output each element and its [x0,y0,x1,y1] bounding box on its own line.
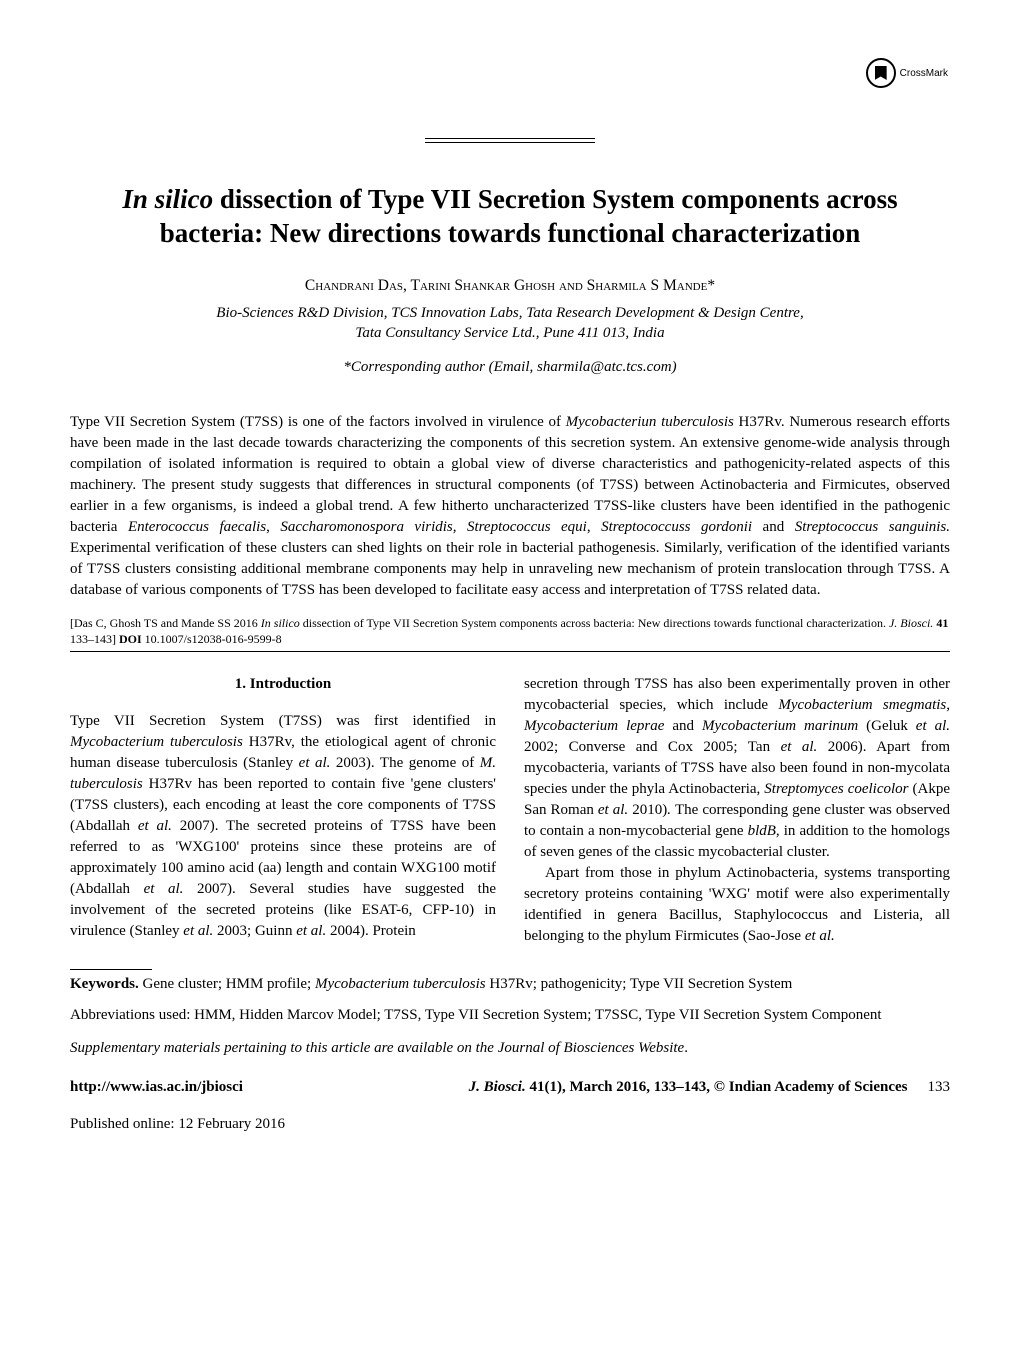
citation: [Das C, Ghosh TS and Mande SS 2016 In si… [70,615,950,647]
affiliation-line-2: Tata Consultancy Service Ltd., Pune 411 … [355,325,664,341]
abstract: Type VII Secretion System (T7SS) is one … [70,412,950,601]
authors: Chandrani Das, Tarini Shankar Ghosh and … [70,277,950,295]
keywords: Keywords. Gene cluster; HMM profile; Myc… [70,976,950,993]
body-columns: 1. Introduction Type VII Secretion Syste… [70,674,950,947]
supplementary-note: Supplementary materials pertaining to th… [70,1040,950,1057]
title-separator [425,138,595,143]
crossmark-badge[interactable]: CrossMark [866,58,948,88]
intro-paragraph-1-cont: secretion through T7SS has also been exp… [524,674,950,863]
article-title: In silico dissection of Type VII Secreti… [82,183,938,251]
affiliation-line-1: Bio-Sciences R&D Division, TCS Innovatio… [216,305,803,321]
title-prefix: In silico [122,184,213,214]
intro-paragraph-1: Type VII Secretion System (T7SS) was fir… [70,711,496,942]
citation-rule [70,651,950,652]
footer-citation: J. Biosci. 41(1), March 2016, 133–143, ©… [469,1079,950,1096]
section-heading: 1. Introduction [70,674,496,695]
abbreviations: Abbreviations used: HMM, Hidden Marcov M… [70,1005,950,1025]
intro-paragraph-2: Apart from those in phylum Actinobacteri… [524,863,950,947]
keywords-label: Keywords. [70,976,139,992]
footer-url[interactable]: http://www.ias.ac.in/jbiosci [70,1079,243,1096]
crossmark-label: CrossMark [900,68,948,79]
published-online-date: Published online: 12 February 2016 [70,1116,950,1133]
affiliation: Bio-Sciences R&D Division, TCS Innovatio… [70,303,950,344]
footer: http://www.ias.ac.in/jbiosci J. Biosci. … [70,1079,950,1096]
corresponding-author: *Corresponding author (Email, sharmila@a… [70,359,950,376]
title-rest: dissection of Type VII Secretion System … [160,184,898,248]
bookmark-icon [875,66,887,80]
keywords-rule [70,969,152,970]
left-column: 1. Introduction Type VII Secretion Syste… [70,674,496,947]
page: CrossMark In silico dissection of Type V… [0,0,1020,1368]
right-column: secretion through T7SS has also been exp… [524,674,950,947]
crossmark-icon [866,58,896,88]
page-number: 133 [928,1079,951,1095]
